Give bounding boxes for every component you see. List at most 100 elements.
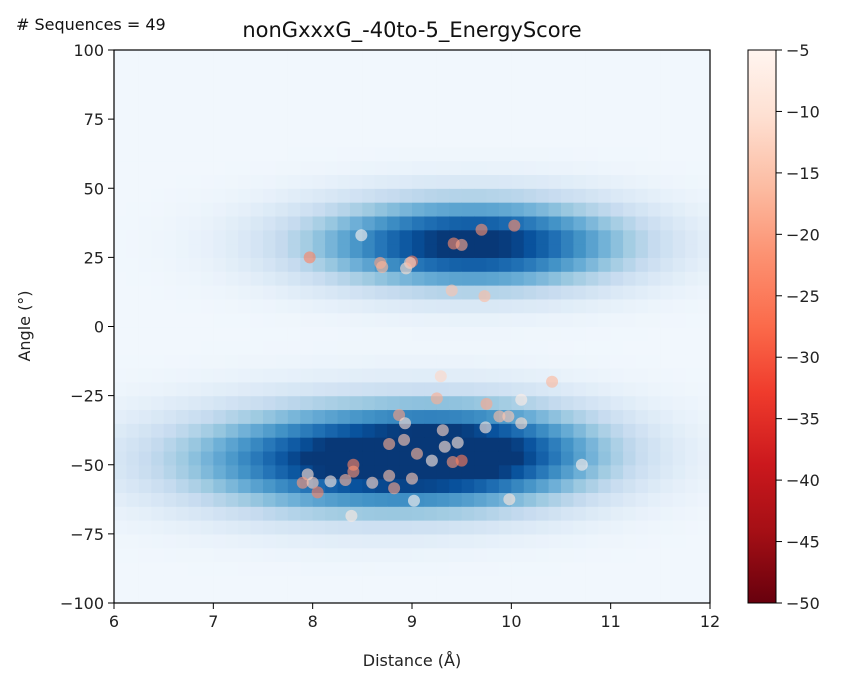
colorbar-tick-label: −10: [786, 102, 820, 121]
heatmap-cell: [647, 354, 661, 369]
heatmap-cell: [374, 575, 388, 590]
heatmap-cell: [312, 160, 326, 176]
heatmap-cell: [188, 367, 202, 383]
heatmap-cell: [399, 243, 413, 258]
heatmap-cell: [151, 437, 165, 452]
heatmap-cell: [635, 160, 649, 176]
heatmap-cell: [561, 561, 575, 576]
heatmap-cell: [263, 132, 277, 148]
heatmap-cell: [436, 146, 450, 162]
heatmap-cell: [287, 589, 301, 603]
heatmap-cell: [151, 146, 165, 162]
heatmap-cell: [337, 257, 351, 272]
data-point: [430, 392, 443, 405]
heatmap-cell: [647, 119, 661, 134]
heatmap-cell: [275, 119, 289, 134]
heatmap-cell: [275, 547, 289, 563]
heatmap-cell: [610, 506, 624, 521]
heatmap-cell: [225, 160, 239, 176]
heatmap-cell: [399, 450, 413, 466]
heatmap-cell: [138, 478, 152, 493]
heatmap-cell: [561, 589, 575, 603]
heatmap-cell: [511, 520, 525, 535]
heatmap-cell: [685, 257, 699, 272]
heatmap-cell: [275, 340, 289, 355]
heatmap-cell: [374, 450, 388, 466]
heatmap-cell: [312, 575, 326, 590]
heatmap-cell: [623, 395, 637, 411]
heatmap-cell: [200, 506, 214, 521]
heatmap-cell: [436, 257, 450, 272]
heatmap-cell: [474, 354, 488, 369]
heatmap-cell: [424, 340, 438, 355]
data-point: [303, 251, 316, 264]
heatmap-cell: [138, 340, 152, 355]
heatmap-cell: [561, 506, 575, 521]
heatmap-cell: [238, 298, 252, 314]
heatmap-cell: [498, 381, 512, 397]
heatmap-cell: [511, 174, 525, 189]
heatmap-cell: [225, 506, 239, 521]
data-point: [438, 440, 451, 453]
heatmap-cell: [585, 464, 599, 480]
heatmap-cell: [498, 132, 512, 148]
heatmap-cell: [275, 381, 289, 397]
heatmap-cell: [213, 533, 227, 549]
heatmap-cell: [114, 202, 128, 217]
heatmap-cell: [374, 312, 388, 328]
heatmap-cell: [312, 91, 326, 106]
heatmap-cell: [598, 340, 612, 355]
heatmap-cell: [697, 520, 710, 535]
heatmap-cell: [151, 561, 165, 576]
heatmap-cell: [238, 561, 252, 576]
heatmap-cell: [151, 243, 165, 258]
heatmap-cell: [337, 243, 351, 258]
heatmap-cell: [163, 326, 177, 341]
heatmap-cell: [449, 354, 463, 369]
heatmap-cell: [573, 215, 587, 231]
heatmap-cell: [287, 229, 301, 245]
heatmap-cell: [536, 381, 550, 397]
heatmap-cell: [436, 229, 450, 245]
heatmap-cell: [349, 381, 363, 397]
heatmap-cell: [474, 132, 488, 148]
heatmap-cell: [697, 285, 710, 300]
heatmap-cell: [312, 395, 326, 411]
data-point: [445, 284, 458, 297]
heatmap-cell: [697, 561, 710, 576]
heatmap-cell: [511, 533, 525, 549]
heatmap-cell: [461, 533, 475, 549]
heatmap-cell: [325, 132, 339, 148]
heatmap-cell: [647, 464, 661, 480]
heatmap-cell: [672, 326, 686, 341]
heatmap-cell: [449, 492, 463, 507]
heatmap-cell: [672, 395, 686, 411]
heatmap-cell: [647, 285, 661, 300]
heatmap-cell: [114, 285, 128, 300]
heatmap-cell: [325, 298, 339, 314]
heatmap-cell: [474, 589, 488, 603]
heatmap-cell: [263, 381, 277, 397]
heatmap-cell: [523, 423, 537, 438]
heatmap-cell: [374, 561, 388, 576]
heatmap-cell: [424, 160, 438, 176]
data-point: [366, 476, 379, 489]
heatmap-cell: [126, 312, 140, 328]
heatmap-cell: [263, 229, 277, 245]
heatmap-cell: [250, 285, 264, 300]
heatmap-cell: [511, 77, 525, 93]
heatmap-cell: [498, 298, 512, 314]
heatmap-cell: [349, 174, 363, 189]
heatmap-cell: [424, 188, 438, 203]
heatmap-cell: [449, 188, 463, 203]
heatmap-cell: [176, 243, 190, 258]
heatmap-cell: [523, 188, 537, 203]
heatmap-cell: [238, 367, 252, 383]
heatmap-cell: [672, 478, 686, 493]
heatmap-cell: [387, 395, 401, 411]
heatmap-cell: [349, 533, 363, 549]
data-point: [515, 417, 528, 430]
heatmap-cell: [399, 174, 413, 189]
heatmap-cell: [387, 215, 401, 231]
heatmap-cell: [548, 243, 562, 258]
